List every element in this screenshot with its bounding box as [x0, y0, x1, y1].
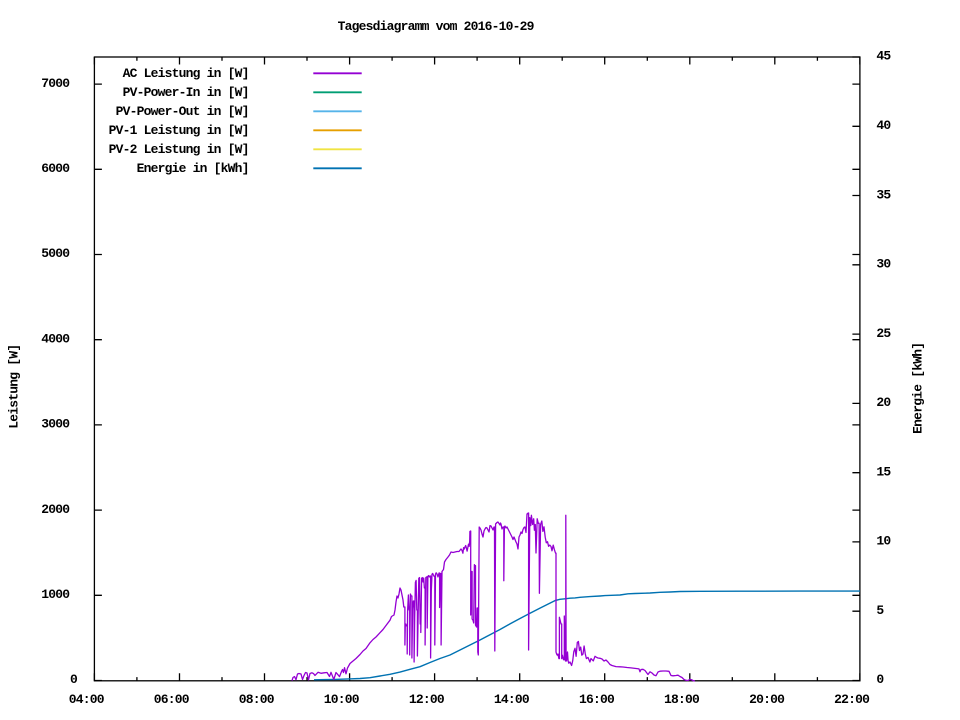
- svg-text:04:00: 04:00: [69, 692, 105, 707]
- svg-text:2000: 2000: [41, 502, 70, 517]
- svg-text:20:00: 20:00: [749, 692, 785, 707]
- svg-text:35: 35: [876, 187, 891, 202]
- svg-text:06:00: 06:00: [154, 692, 190, 707]
- svg-text:PV-Power-In in [W]: PV-Power-In in [W]: [123, 85, 249, 100]
- svg-text:45: 45: [876, 49, 891, 64]
- svg-text:0: 0: [876, 672, 884, 687]
- svg-text:25: 25: [876, 326, 891, 341]
- svg-text:40: 40: [876, 118, 891, 133]
- svg-text:Energie [kWh]: Energie [kWh]: [911, 343, 926, 434]
- svg-text:30: 30: [876, 257, 891, 272]
- svg-text:PV-1 Leistung in [W]: PV-1 Leistung in [W]: [109, 123, 249, 138]
- svg-text:3000: 3000: [41, 417, 70, 432]
- svg-text:10: 10: [876, 534, 891, 549]
- svg-text:7000: 7000: [41, 76, 70, 91]
- svg-text:6000: 6000: [41, 161, 70, 176]
- svg-text:0: 0: [70, 672, 78, 687]
- svg-text:PV-Power-Out in [W]: PV-Power-Out in [W]: [116, 104, 249, 119]
- svg-text:5000: 5000: [41, 246, 70, 261]
- svg-text:AC Leistung in [W]: AC Leistung in [W]: [123, 66, 249, 81]
- svg-text:18:00: 18:00: [664, 692, 700, 707]
- svg-text:4000: 4000: [41, 331, 70, 346]
- svg-text:5: 5: [876, 603, 884, 618]
- svg-text:08:00: 08:00: [239, 692, 275, 707]
- svg-text:15: 15: [876, 464, 891, 479]
- svg-text:14:00: 14:00: [494, 692, 530, 707]
- svg-text:12:00: 12:00: [409, 692, 445, 707]
- svg-text:Energie in [kWh]: Energie in [kWh]: [137, 161, 249, 176]
- svg-text:1000: 1000: [41, 587, 70, 602]
- svg-text:22:00: 22:00: [834, 692, 870, 707]
- svg-text:10:00: 10:00: [324, 692, 360, 707]
- svg-text:Tagesdiagramm vom 2016-10-29: Tagesdiagramm vom 2016-10-29: [338, 19, 535, 34]
- svg-text:16:00: 16:00: [579, 692, 615, 707]
- svg-text:20: 20: [876, 395, 891, 410]
- svg-text:Leistung [W]: Leistung [W]: [7, 345, 22, 429]
- svg-text:PV-2 Leistung in [W]: PV-2 Leistung in [W]: [109, 142, 249, 157]
